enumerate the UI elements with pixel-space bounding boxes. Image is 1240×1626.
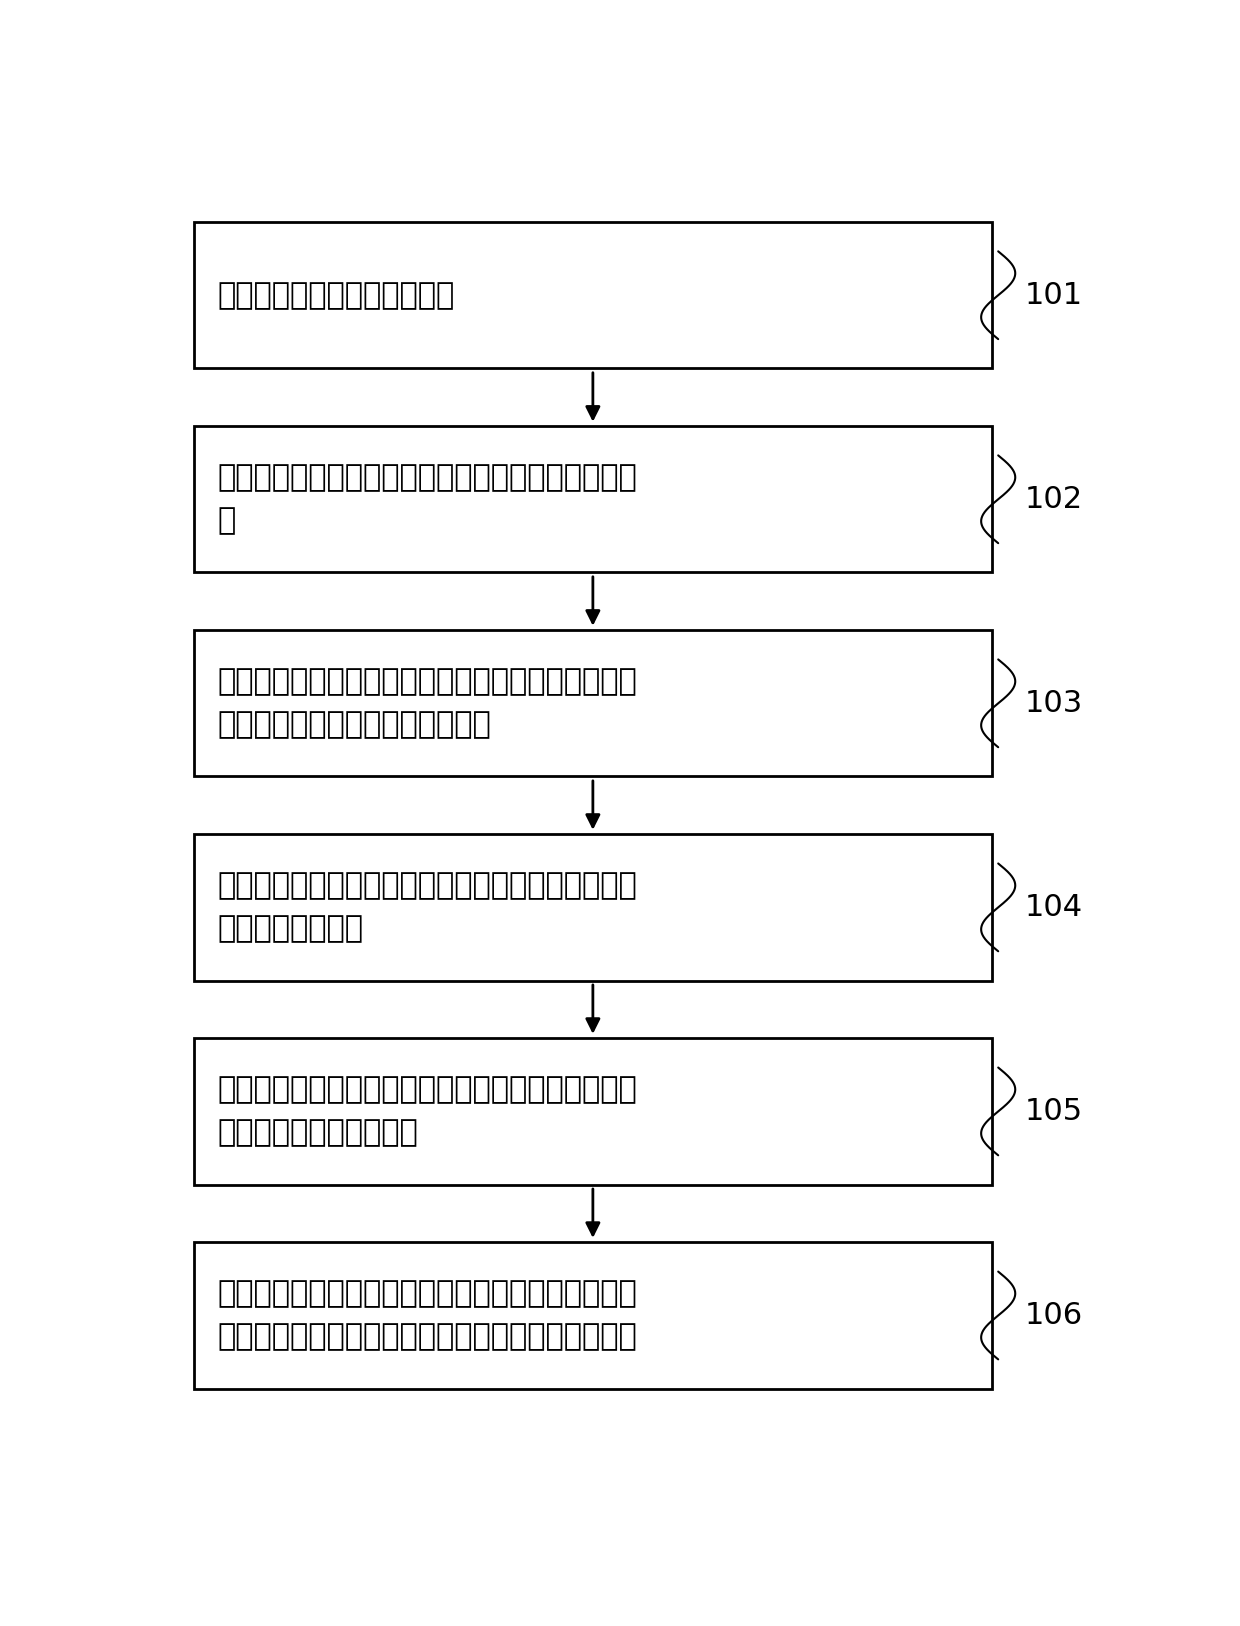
Bar [193, 1039, 992, 1185]
Text: 根据所述地震相特征对所述目的层系进行构造精细解
释，以恢复得到微古地貌: 根据所述地震相特征对所述目的层系进行构造精细解 释，以恢复得到微古地貌 [217, 1075, 637, 1148]
Text: 基于所述地震相特征、反演得到的分流河道的位置和
所述微古地貌，得到所述目的层系中分流河道的展布: 基于所述地震相特征、反演得到的分流河道的位置和 所述微古地貌，得到所述目的层系中… [217, 1280, 637, 1351]
Text: 根据所述钻井测井曲线，确定出分流河道的测井相特
征: 根据所述钻井测井曲线，确定出分流河道的测井相特 征 [217, 463, 637, 535]
Text: 102: 102 [1025, 485, 1083, 514]
Text: 104: 104 [1025, 893, 1083, 922]
Bar [193, 834, 992, 980]
Bar [193, 426, 992, 572]
Text: 106: 106 [1025, 1301, 1083, 1330]
Text: 基于所述测井曲线进行地震波形反演，得到目的层系
中分流河道的位置: 基于所述测井曲线进行地震波形反演，得到目的层系 中分流河道的位置 [217, 872, 637, 943]
Text: 101: 101 [1025, 281, 1083, 309]
Text: 根据所述测井相特征在地震剖面上标定出分流河道的
位置，得到分流河道的地震相特征: 根据所述测井相特征在地震剖面上标定出分流河道的 位置，得到分流河道的地震相特征 [217, 667, 637, 740]
Text: 获取目的层系的钻井测井曲线: 获取目的层系的钻井测井曲线 [217, 281, 454, 309]
Bar [193, 631, 992, 777]
Text: 103: 103 [1025, 689, 1083, 717]
Bar [193, 1242, 992, 1389]
Text: 105: 105 [1025, 1098, 1083, 1125]
Bar [193, 223, 992, 369]
